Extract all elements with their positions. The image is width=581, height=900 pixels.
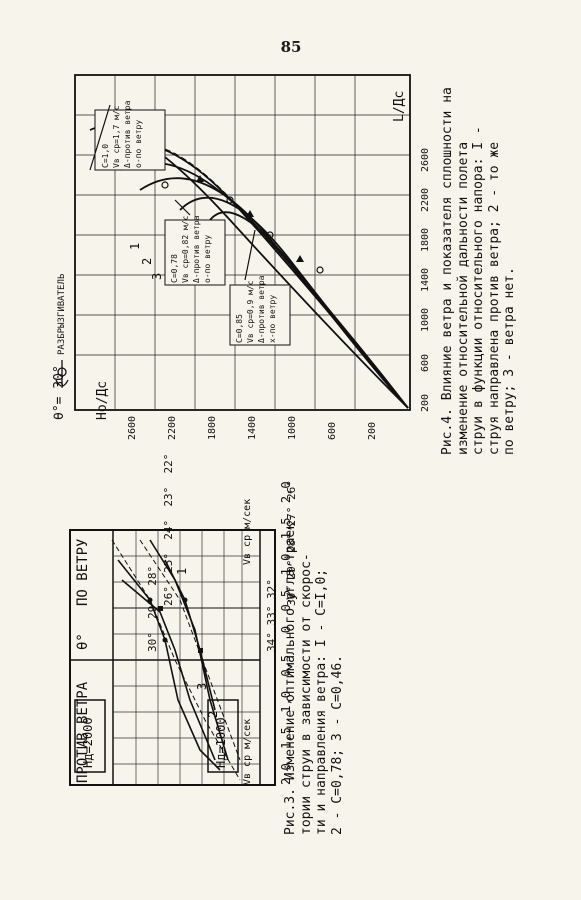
fig3-axis-label-left: Vв ср м/сек xyxy=(242,718,253,785)
fig4-h-tick-2600: 2600 xyxy=(420,147,431,172)
fig4-v-tick-1800: 1800 xyxy=(207,415,218,440)
fig3-upper-box: Hд=2000 xyxy=(81,717,95,768)
fig4-v-tick-2200: 2200 xyxy=(167,415,178,440)
fig3-curve-label-2: 2 xyxy=(206,710,220,718)
fig4-h-tick-1000: 1000 xyxy=(420,307,431,332)
page-number: 85 xyxy=(280,38,302,56)
fig3-lower-box: Hд=1000 xyxy=(214,717,228,768)
fig3-axis-label-right: Vв ср м/сек xyxy=(242,498,253,565)
fig3-curve-label-3: 3 xyxy=(195,682,209,690)
fig4-caption: Рис.4. Влияние ветра и показателя сплошн… xyxy=(440,87,517,455)
fig4-curve-label-2: 2 xyxy=(140,257,154,265)
fig4-v-tick-2600: 2600 xyxy=(127,415,138,440)
fig4-y-label: Hо/Дс xyxy=(95,380,110,420)
fig4-curve-label-1: 1 xyxy=(128,242,142,250)
fig4-v-tick-1400: 1400 xyxy=(247,415,258,440)
fig4-v-tick-200: 200 xyxy=(367,421,378,440)
fig4-legend-top: C=1,0 Vв ср=1,7 м/с Δ-против ветра о-по … xyxy=(101,100,143,168)
fig4-theta-label: θ°= 30° xyxy=(52,365,67,420)
fig4-h-tick-200: 200 xyxy=(420,393,431,412)
fig4-h-tick-2200: 2200 xyxy=(420,187,431,212)
fig3-header-theta: θ° xyxy=(75,633,91,650)
fig3-curve-label-1: 1 xyxy=(175,567,189,575)
fig4-x-label: L/Дс xyxy=(392,90,407,122)
fig4-v-tick-600: 600 xyxy=(327,421,338,440)
fig4-curve-label-3: 3 xyxy=(150,272,164,280)
fig4-v-tick-1000: 1000 xyxy=(287,415,298,440)
fig3-caption: Рис.3. Изменение оптимального угла траек… xyxy=(283,514,345,835)
fig4-h-tick-600: 600 xyxy=(420,353,431,372)
fig4-h-tick-1400: 1400 xyxy=(420,267,431,292)
fig4-legend-low: C=0,85 Vв ср=0,9 м/с Δ-против ветра х-по… xyxy=(235,275,277,343)
fig4-h-tick-1800: 1800 xyxy=(420,227,431,252)
fig3-header-with: ПО ВЕТРУ xyxy=(75,538,91,606)
fig4-sprinkler-label: РАЗБРЫЗГИВАТЕЛЬ xyxy=(57,273,67,355)
fig3-upper-angles-b: 26° 25° 24° 23° 22° xyxy=(161,453,175,606)
fig4-legend-mid: C=0,78 Vв ср=0,82 м/с Δ-против ветра о-п… xyxy=(170,215,212,283)
